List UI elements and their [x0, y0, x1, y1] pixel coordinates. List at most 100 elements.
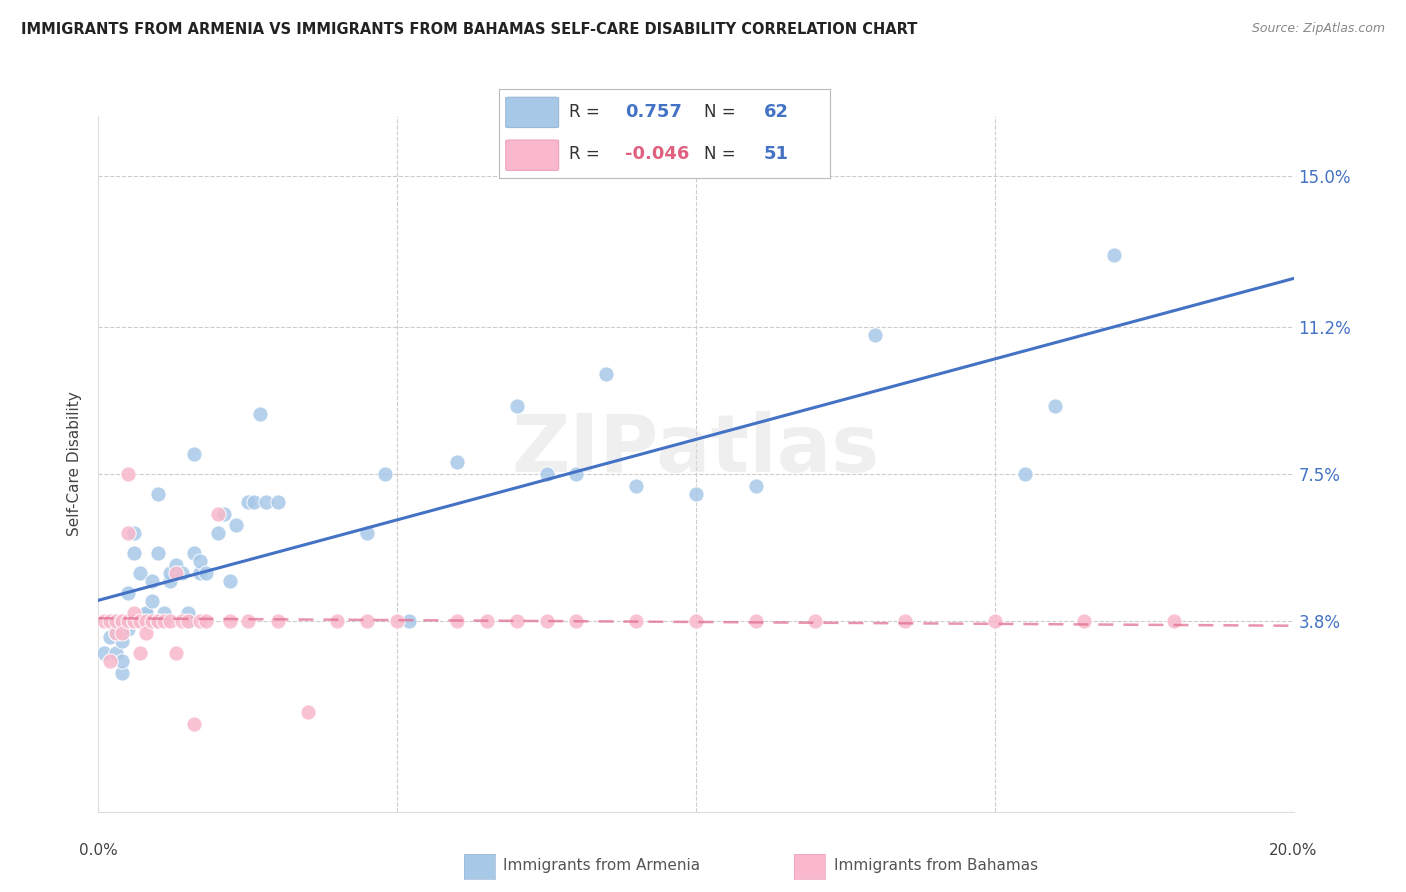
Point [129, 614, 152, 628]
Point [626, 614, 648, 628]
Point [111, 654, 134, 668]
Point [165, 558, 187, 573]
Point [804, 614, 827, 628]
Point [111, 633, 134, 648]
Point [385, 614, 409, 628]
Point [446, 614, 468, 628]
Point [1104, 248, 1126, 262]
Point [745, 479, 768, 493]
Point [117, 622, 139, 636]
Point [124, 614, 146, 628]
Point [117, 586, 139, 600]
Point [129, 614, 152, 628]
Point [100, 614, 122, 628]
Point [188, 614, 211, 628]
Point [117, 467, 139, 481]
Point [243, 494, 266, 508]
Point [93, 614, 115, 628]
Point [254, 494, 277, 508]
Point [129, 614, 152, 628]
Point [745, 614, 768, 628]
Point [506, 614, 529, 628]
Text: R =: R = [568, 103, 599, 121]
Point [188, 566, 211, 581]
Text: N =: N = [704, 103, 735, 121]
Point [111, 665, 134, 680]
Point [111, 614, 134, 628]
Text: Source: ZipAtlas.com: Source: ZipAtlas.com [1251, 22, 1385, 36]
Point [249, 407, 271, 421]
Point [111, 614, 134, 628]
Point [159, 574, 181, 588]
Point [207, 526, 229, 541]
Point [135, 625, 157, 640]
Point [374, 467, 396, 481]
Point [195, 614, 218, 628]
Text: ZIPatlas: ZIPatlas [512, 411, 880, 489]
Point [148, 614, 170, 628]
Point [124, 614, 146, 628]
Point [177, 614, 200, 628]
Point [536, 467, 558, 481]
Point [129, 566, 152, 581]
Point [172, 566, 194, 581]
Point [135, 606, 157, 620]
Point [135, 606, 157, 620]
Point [894, 614, 917, 628]
Point [148, 546, 170, 560]
Text: IMMIGRANTS FROM ARMENIA VS IMMIGRANTS FROM BAHAMAS SELF-CARE DISABILITY CORRELAT: IMMIGRANTS FROM ARMENIA VS IMMIGRANTS FR… [21, 22, 918, 37]
Point [172, 614, 194, 628]
Y-axis label: Self-Care Disability: Self-Care Disability [67, 392, 83, 536]
Point [297, 706, 319, 720]
Text: 51: 51 [763, 145, 789, 163]
Point [177, 606, 200, 620]
Point [141, 614, 163, 628]
Point [124, 614, 146, 628]
Text: Immigrants from Bahamas: Immigrants from Bahamas [834, 858, 1038, 872]
Point [153, 606, 176, 620]
Point [111, 625, 134, 640]
Text: 0.0%: 0.0% [79, 843, 118, 858]
Point [685, 486, 707, 500]
Point [124, 614, 146, 628]
Point [105, 646, 128, 660]
Point [124, 606, 146, 620]
FancyBboxPatch shape [506, 97, 558, 128]
Point [183, 447, 205, 461]
Point [1014, 467, 1036, 481]
Point [148, 614, 170, 628]
Point [506, 399, 529, 413]
Point [105, 614, 128, 628]
FancyBboxPatch shape [506, 140, 558, 170]
Text: -0.046: -0.046 [624, 145, 689, 163]
Text: R =: R = [568, 145, 599, 163]
Point [984, 614, 1007, 628]
Point [117, 614, 139, 628]
Point [446, 455, 468, 469]
Point [165, 646, 187, 660]
Point [124, 546, 146, 560]
Point [356, 526, 378, 541]
Point [165, 566, 187, 581]
Point [236, 614, 259, 628]
Text: 20.0%: 20.0% [1270, 843, 1317, 858]
Point [565, 467, 588, 481]
Point [1073, 614, 1095, 628]
Point [159, 614, 181, 628]
Point [124, 526, 146, 541]
Point [100, 630, 122, 644]
Point [177, 614, 200, 628]
Point [219, 614, 242, 628]
Point [565, 614, 588, 628]
Point [1043, 399, 1066, 413]
Point [207, 507, 229, 521]
Point [475, 614, 498, 628]
Point [153, 614, 176, 628]
Text: N =: N = [704, 145, 735, 163]
Point [117, 526, 139, 541]
Point [105, 614, 128, 628]
Point [212, 507, 235, 521]
Point [236, 494, 259, 508]
Point [595, 368, 617, 382]
Point [100, 654, 122, 668]
